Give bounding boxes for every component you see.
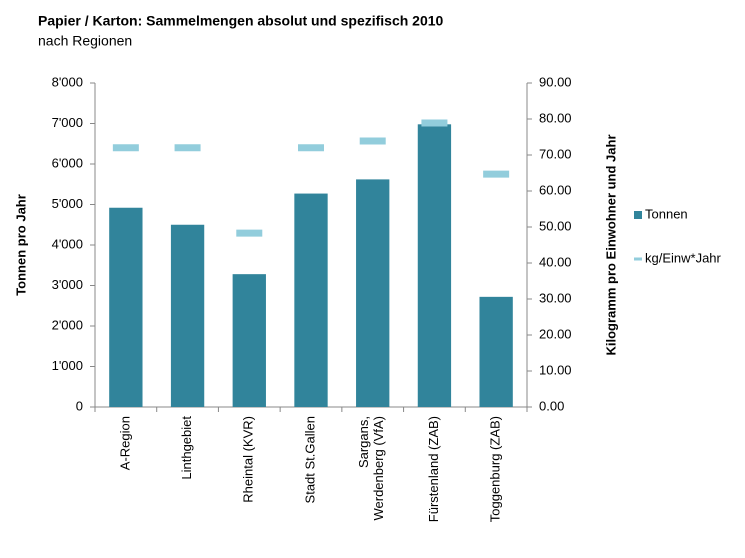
y-axis-title: Tonnen pro Jahr (13, 194, 28, 296)
y-tick-label: 7'000 (52, 115, 83, 130)
x-tick-label: Linthgebiet (179, 416, 194, 480)
y2-tick-label: 60.00 (539, 182, 572, 197)
y2-tick-label: 70.00 (539, 146, 572, 161)
y2-tick-label: 50.00 (539, 218, 572, 233)
y-tick-label: 5'000 (52, 196, 83, 211)
legend-swatch (634, 211, 642, 219)
y-tick-label: 3'000 (52, 277, 83, 292)
y-tick-label: 1'000 (52, 358, 83, 373)
y2-tick-label: 20.00 (539, 326, 572, 341)
legend-label: kg/Einw*Jahr (645, 250, 722, 265)
x-tick-label: Rheintal (KVR) (241, 416, 256, 503)
y2-tick-label: 40.00 (539, 254, 572, 269)
bar (170, 224, 205, 407)
y2-axis-title: Kilogramm pro Einwohner und Jahr (603, 134, 618, 355)
y-tick-label: 8'000 (52, 74, 83, 89)
y-tick-label: 4'000 (52, 236, 83, 251)
bar (479, 296, 513, 407)
chart-title: Papier / Karton: Sammelmengen absolut un… (38, 13, 444, 29)
bar (294, 193, 328, 407)
chart-subtitle: nach Regionen (38, 33, 132, 49)
x-tick-label: Stadt St.Gallen (302, 416, 317, 503)
y-tick-label: 0 (76, 398, 83, 413)
y-tick-label: 2'000 (52, 317, 83, 332)
x-tick-label: Toggenburg (ZAB) (488, 416, 503, 522)
bar (232, 274, 266, 407)
x-tick-label: A-Region (117, 416, 132, 470)
y2-tick-label: 30.00 (539, 290, 572, 305)
x-tick-label: Fürstenland (ZAB) (426, 416, 441, 522)
y2-tick-label: 10.00 (539, 362, 572, 377)
y2-tick-label: 0.00 (539, 398, 564, 413)
bar (417, 124, 452, 407)
legend-label: Tonnen (645, 206, 688, 221)
bar (109, 207, 143, 407)
y-tick-label: 6'000 (52, 155, 83, 170)
y2-tick-label: 80.00 (539, 110, 572, 125)
bar (356, 179, 390, 407)
y2-tick-label: 90.00 (539, 74, 572, 89)
x-tick-label: Sargans,Werdenberg (VfA) (357, 416, 387, 521)
